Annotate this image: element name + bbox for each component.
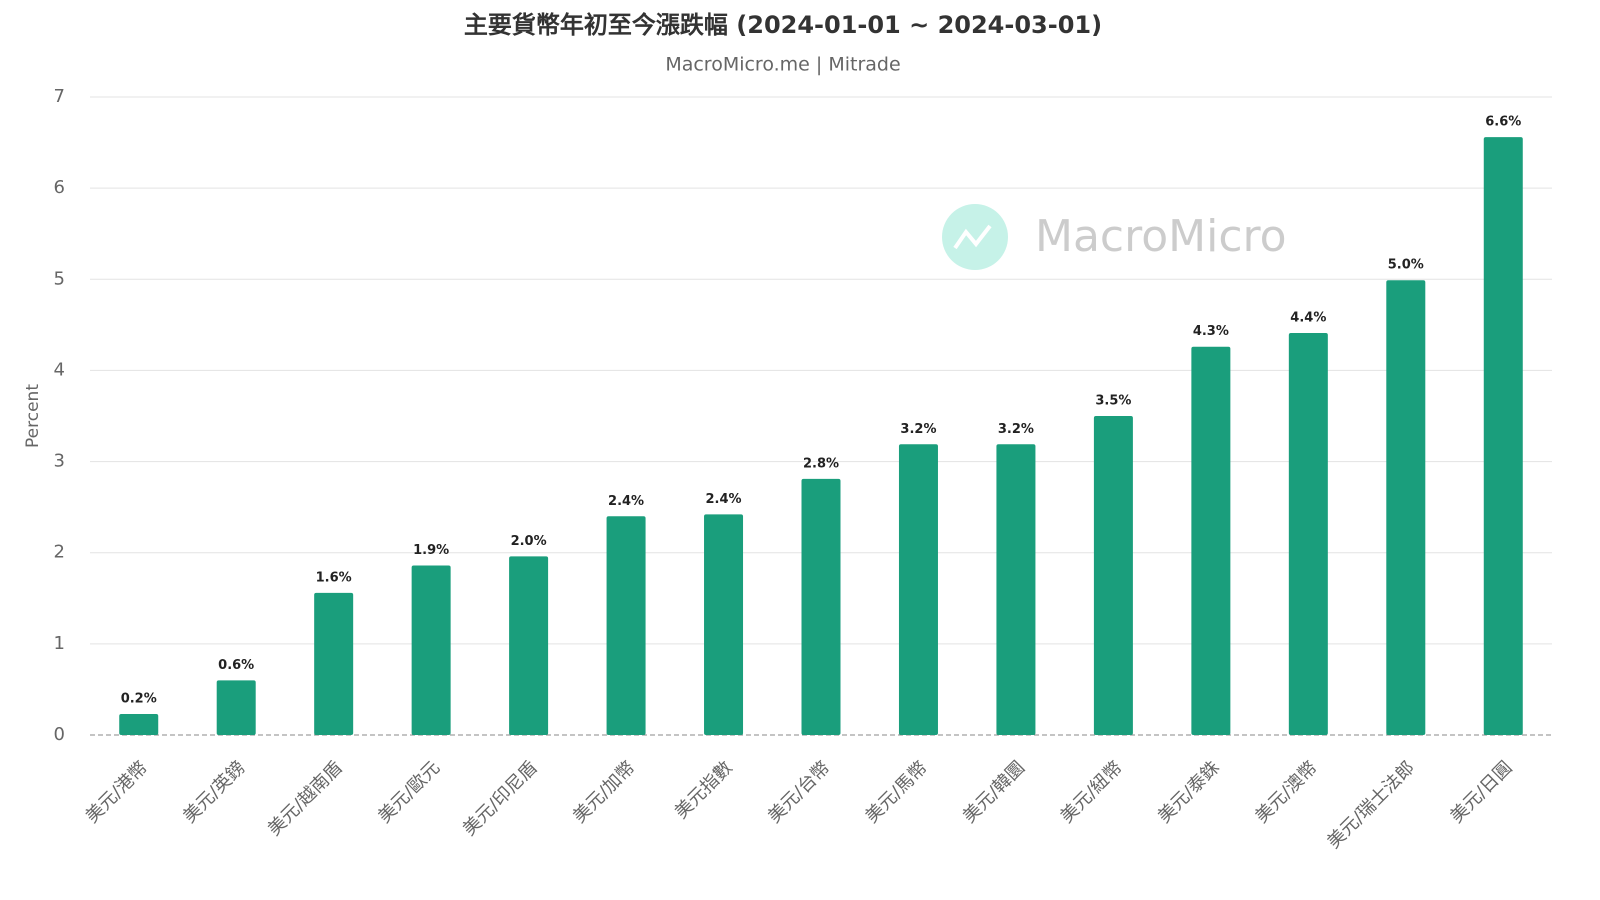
data-label: 3.2% <box>998 422 1034 437</box>
bar <box>996 444 1036 735</box>
y-tick-label: 7 <box>54 86 65 107</box>
bar <box>411 565 451 735</box>
bar <box>606 516 646 735</box>
data-label: 2.4% <box>706 492 742 507</box>
x-tick-label: 美元/紐幣 <box>1056 757 1126 827</box>
x-tick-label: 美元/馬幣 <box>861 757 931 827</box>
bar <box>1288 333 1328 735</box>
watermark: MacroMicro <box>1035 211 1287 262</box>
data-label: 0.6% <box>218 658 254 673</box>
y-tick-label: 3 <box>54 451 65 472</box>
bar <box>509 556 549 735</box>
x-tick-label: 美元/日圓 <box>1446 757 1516 827</box>
y-tick-label: 6 <box>54 177 65 198</box>
bar <box>1483 137 1523 736</box>
x-tick-label: 美元/韓圜 <box>959 757 1029 827</box>
data-label: 0.2% <box>121 692 157 707</box>
watermark-logo <box>942 204 1008 270</box>
bar <box>1386 280 1426 735</box>
bar <box>314 592 354 735</box>
x-tick-label: 美元/印尼盾 <box>459 757 542 840</box>
x-tick-label: 美元/越南盾 <box>264 757 347 840</box>
x-tick-label: 美元指數 <box>671 757 737 823</box>
x-tick-label: 美元/台幣 <box>764 757 834 827</box>
x-tick-label: 美元/歐元 <box>374 757 444 827</box>
chart-subtitle: MacroMicro.me | Mitrade <box>665 54 900 76</box>
data-label: 3.2% <box>900 422 936 437</box>
y-tick-label: 4 <box>54 359 65 380</box>
data-label: 2.0% <box>511 534 547 549</box>
y-tick-label: 1 <box>54 633 65 654</box>
x-tick-label: 美元/港幣 <box>82 757 152 827</box>
data-label: 4.3% <box>1193 324 1229 339</box>
bar <box>898 444 938 735</box>
data-label: 2.8% <box>803 456 839 471</box>
bar <box>1093 416 1133 735</box>
x-tick-label: 美元/澳幣 <box>1251 757 1321 827</box>
y-tick-label: 2 <box>54 542 65 563</box>
bar <box>801 478 841 735</box>
x-tick-label: 美元/英鎊 <box>179 757 249 827</box>
data-label: 6.6% <box>1485 115 1521 130</box>
x-tick-label: 美元/加幣 <box>569 757 639 827</box>
data-label: 1.9% <box>413 543 449 558</box>
bar <box>704 514 744 735</box>
data-label: 4.4% <box>1290 311 1326 326</box>
bar <box>216 680 256 735</box>
y-tick-label: 0 <box>54 724 65 745</box>
x-tick-label: 美元/泰銖 <box>1154 757 1224 827</box>
data-label: 1.6% <box>316 570 352 585</box>
data-label: 5.0% <box>1388 258 1424 273</box>
y-axis-label: Percent <box>23 384 43 448</box>
data-label: 3.5% <box>1095 394 1131 409</box>
bar <box>1191 346 1231 735</box>
chart-title: 主要貨幣年初至今漲跌幅 (2024-01-01 ~ 2024-03-01) <box>464 11 1102 39</box>
bar <box>119 714 159 735</box>
y-tick-label: 5 <box>54 268 65 289</box>
data-label: 2.4% <box>608 494 644 509</box>
x-tick-label: 美元/瑞士法郎 <box>1323 757 1419 853</box>
